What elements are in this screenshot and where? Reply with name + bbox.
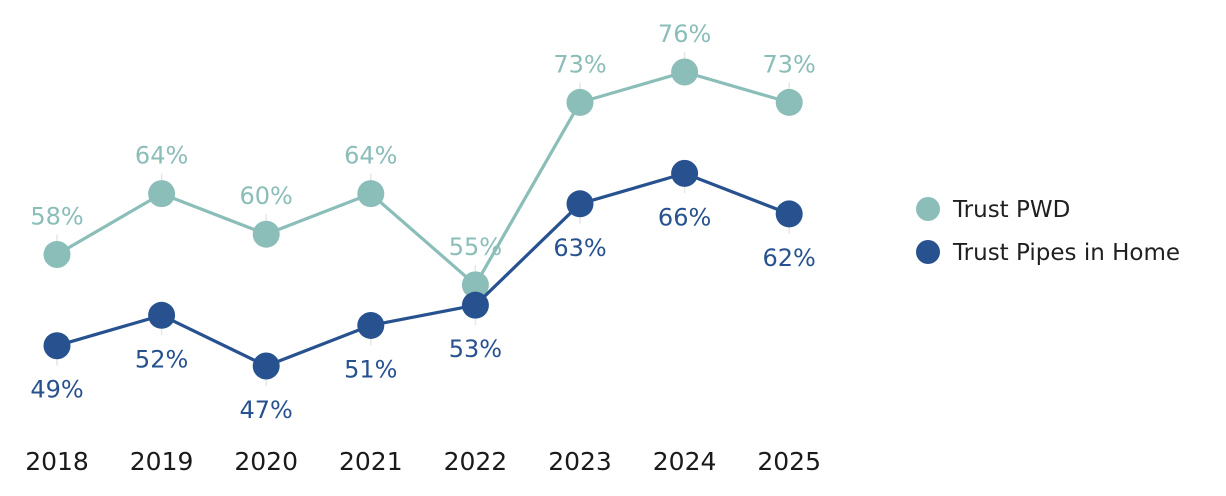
legend: Trust PWD Trust Pipes in Home bbox=[916, 197, 1180, 266]
x-tick-label: 2018 bbox=[25, 447, 89, 476]
data-label: 49% bbox=[30, 376, 83, 404]
data-point bbox=[252, 352, 280, 380]
x-tick-label: 2021 bbox=[339, 447, 403, 476]
data-label: 47% bbox=[240, 396, 293, 424]
data-point bbox=[148, 180, 176, 208]
data-point bbox=[775, 200, 803, 228]
data-point bbox=[357, 311, 385, 339]
legend-label: Trust PWD bbox=[952, 197, 1070, 223]
data-point bbox=[43, 240, 71, 268]
data-label: 60% bbox=[240, 182, 293, 210]
data-label: 51% bbox=[344, 355, 397, 383]
x-axis: 2018 2019 2020 2021 2022 2023 2024 2025 bbox=[25, 447, 821, 476]
series-line bbox=[55, 70, 791, 287]
series-line bbox=[55, 171, 791, 368]
data-label: 64% bbox=[135, 142, 188, 170]
data-label: 52% bbox=[135, 345, 188, 373]
data-point bbox=[357, 180, 385, 208]
plot-area: 58% 64% 60% 64% 55% 73% 76% 73% 49% 52% 47% 51% 53% 6… bbox=[30, 20, 816, 424]
data-label: 63% bbox=[553, 234, 606, 262]
data-label: 76% bbox=[658, 20, 711, 48]
data-point bbox=[775, 88, 803, 116]
data-point bbox=[566, 190, 594, 218]
legend-label: Trust Pipes in Home bbox=[952, 240, 1180, 266]
data-point bbox=[43, 332, 71, 360]
data-label: 64% bbox=[344, 142, 397, 170]
data-point bbox=[461, 291, 489, 319]
x-tick-label: 2023 bbox=[548, 447, 612, 476]
data-label: 66% bbox=[658, 203, 711, 231]
data-label: 62% bbox=[763, 244, 816, 272]
legend-marker bbox=[916, 197, 940, 221]
x-tick-label: 2025 bbox=[757, 447, 821, 476]
series-1: 49% 52% 47% 51% 53% 63% 66% 62% bbox=[30, 159, 816, 424]
x-tick-label: 2020 bbox=[234, 447, 298, 476]
data-point bbox=[671, 159, 699, 187]
x-tick-label: 2019 bbox=[130, 447, 194, 476]
data-point bbox=[252, 220, 280, 248]
x-tick-label: 2022 bbox=[444, 447, 508, 476]
data-point bbox=[148, 301, 176, 329]
data-label: 55% bbox=[449, 233, 502, 261]
data-label: 53% bbox=[449, 335, 502, 363]
data-point bbox=[671, 58, 699, 86]
data-point bbox=[566, 88, 594, 116]
legend-item: Trust Pipes in Home bbox=[916, 240, 1180, 266]
data-label: 58% bbox=[30, 202, 83, 230]
data-label: 73% bbox=[763, 50, 816, 78]
legend-marker bbox=[916, 240, 940, 264]
x-tick-label: 2024 bbox=[653, 447, 717, 476]
data-label: 73% bbox=[553, 50, 606, 78]
series-0: 58% 64% 60% 64% 55% 73% 76% 73% bbox=[30, 20, 816, 299]
data-point bbox=[461, 271, 489, 299]
legend-item: Trust PWD bbox=[916, 197, 1070, 223]
